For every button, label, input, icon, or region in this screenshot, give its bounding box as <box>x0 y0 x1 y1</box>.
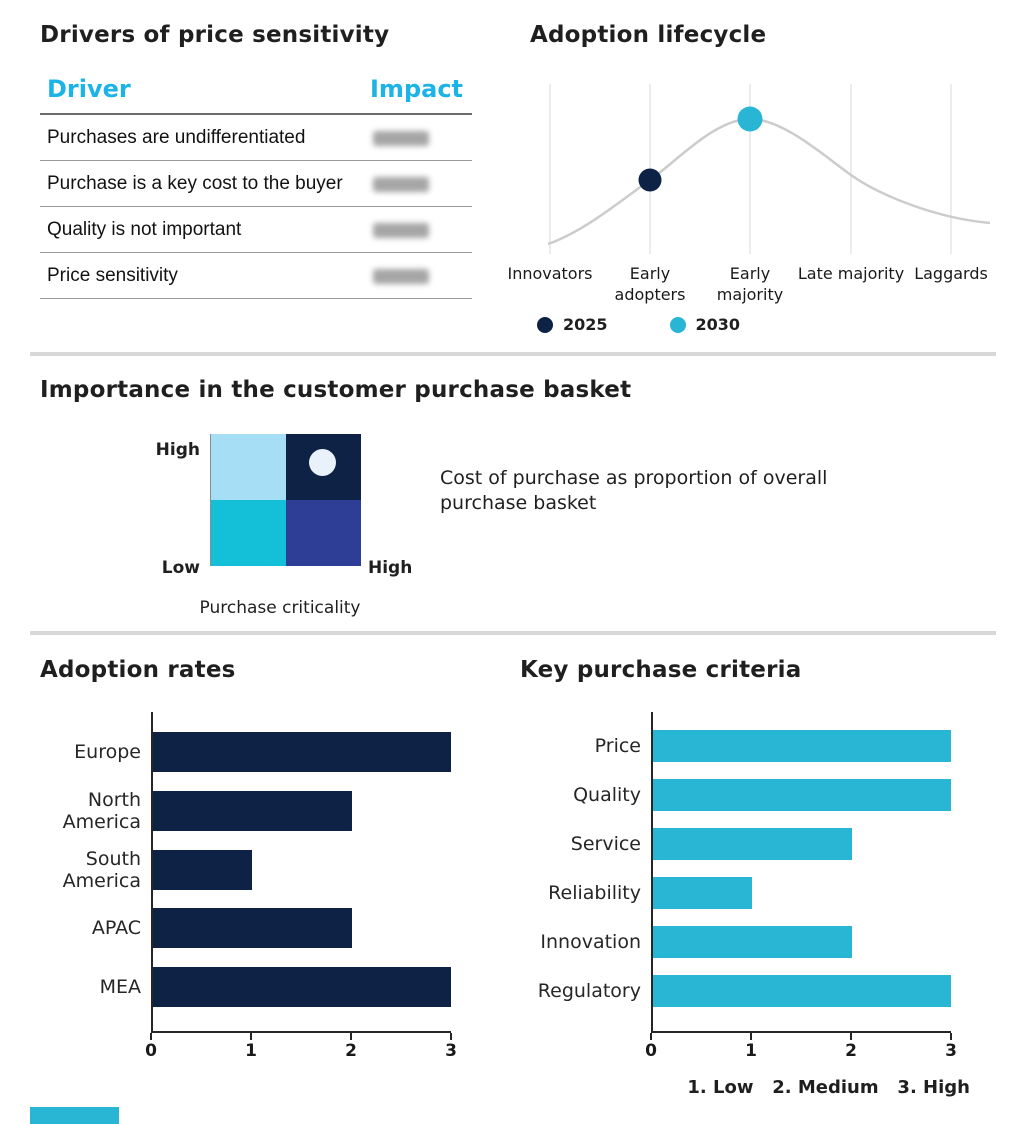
legend-dot-2030 <box>669 316 686 333</box>
lifecycle-panel-title: Adoption lifecycle <box>530 22 767 48</box>
bar-apac <box>153 908 352 948</box>
table-row: Quality is not important <box>40 207 472 253</box>
driver-cell: Purchases are undifferentiated <box>47 127 306 148</box>
purchase-criteria-chart <box>651 712 951 1033</box>
bar-mea <box>153 967 451 1007</box>
position-marker-dot <box>309 449 336 476</box>
driver-cell: Purchase is a key cost to the buyer <box>47 173 343 194</box>
x-tick <box>850 1033 852 1040</box>
bar-label-quality: Quality <box>573 784 641 806</box>
purchase-criteria-title: Key purchase criteria <box>520 657 802 683</box>
x-tick-label: 2 <box>345 1041 357 1061</box>
table-row: Purchases are undifferentiated <box>40 115 472 161</box>
table-row: Price sensitivity <box>40 253 472 299</box>
accent-bar <box>30 1107 119 1124</box>
bar-label-europe: Europe <box>74 741 141 763</box>
column-header-impact: Impact <box>370 75 464 103</box>
x-tick <box>350 1033 352 1040</box>
lifecycle-label-innovators: Innovators <box>507 264 593 283</box>
bar-innovation <box>653 926 852 958</box>
x-tick-label: 3 <box>445 1041 457 1061</box>
drivers-table: Driver Impact Purchases are undifferenti… <box>40 68 472 299</box>
bar-label-north-america: North America <box>62 789 141 833</box>
x-tick <box>950 1033 952 1040</box>
legend-dot-2025 <box>537 316 553 333</box>
bar-quality <box>653 779 951 811</box>
driver-cell: Quality is not important <box>47 219 242 240</box>
impact-value-blurred <box>373 269 429 284</box>
x-tick-label: 0 <box>645 1041 657 1061</box>
lifecycle-label-early-adopters: Early adopters <box>614 264 686 304</box>
impact-value-blurred <box>373 131 429 146</box>
lifecycle-label-early-majority: Early majority <box>716 264 784 304</box>
bar-label-apac: APAC <box>91 917 141 939</box>
x-axis-title: Purchase criticality <box>199 598 361 618</box>
adoption-rates-chart <box>151 712 451 1033</box>
legend-item-2030: 2030 <box>669 315 741 334</box>
basket-annotation: Cost of purchase as proportion of overal… <box>440 467 828 514</box>
bar-service <box>653 828 852 860</box>
bar-label-service: Service <box>570 833 641 855</box>
legend-item-2025: 2025 <box>537 315 608 334</box>
impact-value-blurred <box>373 177 429 192</box>
quadrant-top-right <box>286 434 361 500</box>
adoption-lifecycle-chart <box>547 84 991 254</box>
purchase-basket-matrix <box>210 434 361 566</box>
adoption-rates-title: Adoption rates <box>40 657 236 683</box>
quadrant-bottom-left <box>211 500 286 566</box>
x-tick <box>750 1033 752 1040</box>
basket-panel-title: Importance in the customer purchase bask… <box>40 377 632 403</box>
drivers-panel-title: Drivers of price sensitivity <box>40 22 390 48</box>
lifecycle-label-late-majority: Late majority <box>797 264 905 283</box>
bar-label-price: Price <box>594 735 641 757</box>
drivers-table-header: Driver Impact <box>40 68 472 115</box>
lifecycle-label-laggards: Laggards <box>914 264 988 283</box>
x-tick <box>150 1033 152 1040</box>
x-tick <box>650 1033 652 1040</box>
legend-label-2025: 2025 <box>563 315 608 334</box>
x-tick <box>250 1033 252 1040</box>
quadrant-bottom-right <box>286 500 361 566</box>
x-tick <box>450 1033 452 1040</box>
bar-label-regulatory: Regulatory <box>537 980 641 1002</box>
section-divider <box>30 352 996 356</box>
bar-label-south-america: South America <box>62 848 141 892</box>
x-tick-label: 1 <box>245 1041 257 1061</box>
bar-label-reliability: Reliability <box>548 882 641 904</box>
bar-south-america <box>153 850 253 890</box>
point-2025-dot <box>638 168 662 192</box>
x-axis-high-label: High <box>368 558 413 578</box>
scale-footnote: 1. Low 2. Medium 3. High <box>687 1077 970 1098</box>
bar-europe <box>153 732 451 772</box>
bar-price <box>653 730 951 762</box>
bar-regulatory <box>653 975 951 1007</box>
x-tick-label: 0 <box>145 1041 157 1061</box>
table-row: Purchase is a key cost to the buyer <box>40 161 472 207</box>
y-axis-low-label: Low <box>161 558 200 578</box>
bell-curve <box>547 117 991 246</box>
impact-value-blurred <box>373 223 429 238</box>
bar-label-mea: MEA <box>99 976 141 998</box>
x-tick-label: 3 <box>945 1041 957 1061</box>
lifecycle-legend: 2025 2030 <box>537 315 740 334</box>
bar-label-innovation: Innovation <box>540 931 641 953</box>
bar-north-america <box>153 791 352 831</box>
y-axis-high-label: High <box>155 440 200 460</box>
bar-reliability <box>653 877 753 909</box>
point-2030-dot <box>737 106 763 132</box>
column-header-driver: Driver <box>47 75 131 103</box>
driver-cell: Price sensitivity <box>47 265 178 286</box>
legend-label-2030: 2030 <box>695 315 741 334</box>
x-tick-label: 2 <box>845 1041 857 1061</box>
quadrant-top-left <box>211 434 286 500</box>
section-divider <box>30 631 996 635</box>
x-tick-label: 1 <box>745 1041 757 1061</box>
